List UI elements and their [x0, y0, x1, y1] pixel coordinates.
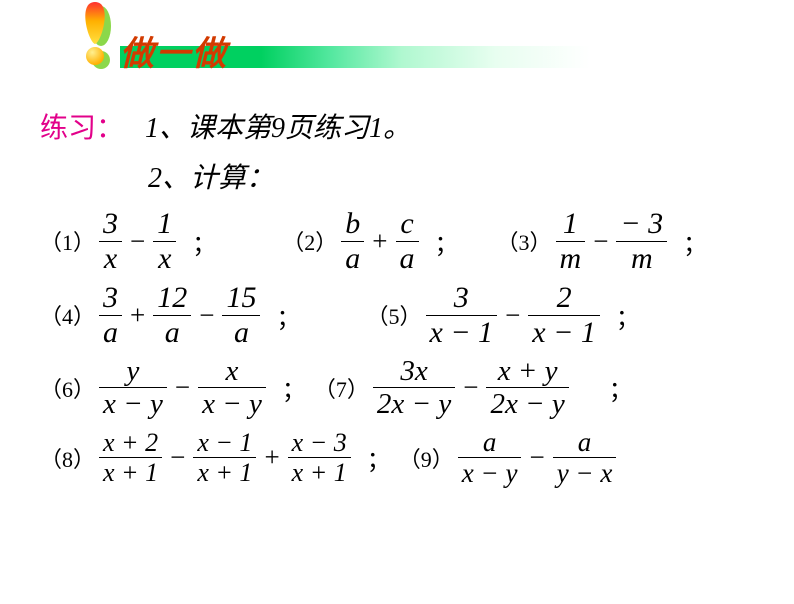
fraction: ay − x [553, 428, 617, 488]
problem-label-3: （3） [497, 225, 552, 257]
fraction: ba [341, 208, 364, 274]
problem-row-4: （8） x + 2x + 1 − x − 1x + 1 + x − 3x + 1… [40, 428, 754, 488]
fraction: 3x2x − y [373, 356, 455, 420]
semicolon: ； [683, 224, 707, 259]
fraction: 3a [99, 282, 122, 348]
problem-row-1: （1） 3x − 1x ； （2） ba + ca ； （3） 1m − − 3… [40, 208, 754, 274]
fraction: x + y2x − y [486, 356, 568, 420]
problem-expr-7: 3x2x − y − x + y2x − y [371, 356, 571, 420]
fraction: 2x − 1 [528, 282, 600, 348]
operator-minus: − [199, 300, 214, 331]
section-title: 做一做 [120, 26, 228, 75]
problem-label-8: （8） [40, 442, 95, 474]
operator-minus: − [463, 372, 478, 403]
fraction: x + 2x + 1 [99, 429, 162, 487]
fraction: − 3m [616, 208, 667, 274]
problem-row-2: （4） 3a + 12a − 15a ； （5） 3x − 1 − 2x − 1… [40, 282, 754, 348]
fraction: ax − y [458, 428, 522, 488]
problem-expr-8: x + 2x + 1 − x − 1x + 1 + x − 3x + 1 [97, 429, 353, 487]
fraction: 3x − 1 [426, 282, 498, 348]
semicolon: ； [609, 370, 633, 405]
fraction: yx − y [99, 356, 167, 420]
fraction: 3x [99, 208, 122, 274]
operator-plus: + [130, 300, 145, 331]
problem-label-7: （7） [314, 372, 369, 404]
semicolon: ； [435, 224, 459, 259]
semicolon: ； [192, 224, 216, 259]
fraction: 12a [153, 282, 191, 348]
problem-expr-5: 3x − 1 − 2x − 1 [424, 282, 602, 348]
problem-label-4: （4） [40, 299, 95, 331]
problem-label-2: （2） [282, 225, 337, 257]
fraction: xx − y [198, 356, 266, 420]
fraction: 1m [556, 208, 586, 274]
fraction: x − 1x + 1 [193, 429, 256, 487]
semicolon: ； [282, 370, 306, 405]
problem-list: （1） 3x − 1x ； （2） ba + ca ； （3） 1m − − 3… [40, 208, 754, 488]
operator-minus: − [175, 372, 190, 403]
operator-minus: − [130, 226, 145, 257]
content-area: 练习： 1、课本第9页练习1。 2、计算： （1） 3x − 1x ； （2） … [0, 106, 794, 488]
problem-expr-4: 3a + 12a − 15a [97, 282, 262, 348]
intro-line-2: 2、计算： [148, 156, 754, 196]
problem-expr-2: ba + ca [339, 208, 420, 274]
problem-row-3: （6） yx − y − xx − y ； （7） 3x2x − y − x +… [40, 356, 754, 420]
header: 做一做 [0, 8, 794, 78]
fraction: 1x [153, 208, 176, 274]
fraction: x − 3x + 1 [288, 429, 351, 487]
semicolon: ； [616, 298, 640, 333]
problem-label-5: （5） [366, 299, 421, 331]
problem-expr-3: 1m − − 3m [554, 208, 670, 274]
operator-plus: + [264, 442, 279, 473]
operator-minus: − [593, 226, 608, 257]
problem-label-9: （9） [399, 442, 454, 474]
problem-expr-6: yx − y − xx − y [97, 356, 268, 420]
problem-expr-1: 3x − 1x [97, 208, 178, 274]
practice-label: 练习： [40, 113, 124, 144]
problem-expr-9: ax − y − ay − x [456, 428, 619, 488]
semicolon: ； [276, 298, 300, 333]
intro-line-1-text: 1、课本第9页练习1。 [145, 113, 411, 144]
operator-minus: − [529, 442, 544, 473]
fraction: 15a [222, 282, 260, 348]
operator-minus: − [505, 300, 520, 331]
operator-minus: − [170, 442, 185, 473]
semicolon: ； [367, 440, 391, 475]
exclaim-icon [82, 2, 108, 66]
operator-plus: + [372, 226, 387, 257]
problem-label-6: （6） [40, 372, 95, 404]
problem-label-1: （1） [40, 225, 95, 257]
intro-line-1: 练习： 1、课本第9页练习1。 [40, 106, 754, 146]
fraction: ca [396, 208, 419, 274]
